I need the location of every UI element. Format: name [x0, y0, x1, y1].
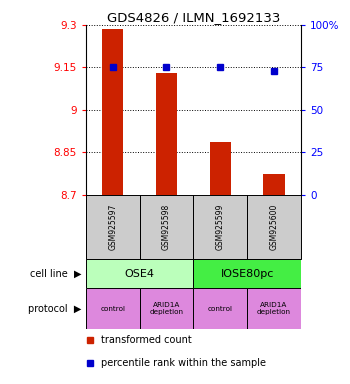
Text: cell line  ▶: cell line ▶	[30, 269, 82, 279]
Text: ARID1A
depletion: ARID1A depletion	[149, 303, 183, 316]
Bar	[247, 195, 301, 259]
Bar	[247, 288, 301, 329]
Bar	[140, 288, 193, 329]
Bar	[193, 259, 301, 288]
Bar	[86, 288, 140, 329]
Bar	[263, 174, 285, 195]
Bar	[156, 73, 177, 195]
Text: control: control	[208, 306, 233, 312]
Bar	[193, 195, 247, 259]
Text: protocol  ▶: protocol ▶	[28, 304, 82, 314]
Text: GSM925598: GSM925598	[162, 204, 171, 250]
Bar	[102, 29, 124, 195]
Text: ARID1A
depletion: ARID1A depletion	[257, 303, 291, 316]
Bar	[86, 195, 140, 259]
Title: GDS4826 / ILMN_1692133: GDS4826 / ILMN_1692133	[107, 11, 280, 24]
Text: IOSE80pc: IOSE80pc	[220, 269, 274, 279]
Text: GSM925600: GSM925600	[270, 204, 279, 250]
Text: percentile rank within the sample: percentile rank within the sample	[101, 358, 266, 368]
Bar	[193, 288, 247, 329]
Text: GSM925597: GSM925597	[108, 204, 117, 250]
Bar	[210, 142, 231, 195]
Bar	[140, 195, 193, 259]
Text: OSE4: OSE4	[125, 269, 155, 279]
Text: transformed count: transformed count	[101, 335, 191, 345]
Text: GSM925599: GSM925599	[216, 204, 225, 250]
Bar	[86, 259, 193, 288]
Text: control: control	[100, 306, 125, 312]
